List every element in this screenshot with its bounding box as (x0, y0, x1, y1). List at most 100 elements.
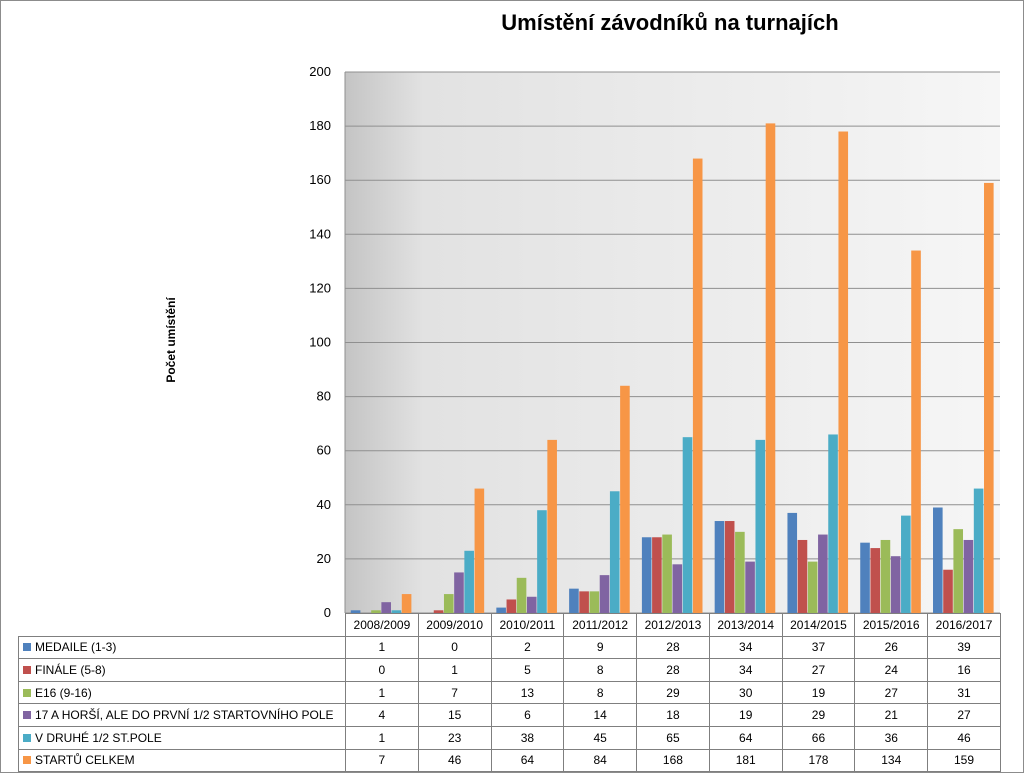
bar (860, 542, 870, 613)
legend-swatch (23, 756, 31, 765)
data-label: 27 (927, 703, 1001, 727)
data-label: 34 (708, 658, 783, 682)
x-tick-label: 2008/2009 (345, 613, 419, 637)
legend-swatch (23, 665, 31, 674)
bar (381, 602, 391, 613)
y-tick-label: 20 (317, 551, 331, 566)
bar (953, 529, 964, 613)
legend-label: V DRUHÉ 1/2 ST.POLE (35, 730, 162, 745)
x-tick-label: 2013/2014 (708, 613, 783, 637)
table-row: STARTŮ CELKEM 7 46 64 84 168 181 178 134 159 (18, 748, 1001, 773)
data-label: 29 (781, 703, 856, 727)
data-label: 19 (708, 703, 783, 727)
bar (890, 556, 901, 613)
bar (609, 491, 620, 613)
y-tick-label: 40 (317, 497, 331, 512)
data-label: 27 (854, 680, 929, 705)
bar (620, 385, 630, 613)
bar (652, 537, 662, 613)
bar (371, 610, 381, 613)
legend-entry: V DRUHÉ 1/2 ST.POLE (18, 725, 346, 750)
data-label: 39 (927, 635, 1001, 660)
table-header-row: 2008/2009 2009/2010 2010/2011 2011/2012 2012… (18, 613, 1001, 637)
y-tick-label: 160 (309, 172, 331, 187)
data-label: 15 (417, 703, 492, 727)
y-tick-label: 140 (309, 226, 331, 241)
x-tick-label: 2016/2017 (927, 613, 1001, 637)
x-tick-label: 2009/2010 (417, 613, 492, 637)
table-row: 17 A HORŠÍ, ALE DO PRVNÍ 1/2 STARTOVNÍHO… (18, 703, 1001, 727)
x-tick-label: 2015/2016 (854, 613, 929, 637)
data-label: 23 (417, 725, 492, 750)
data-label: 1 (417, 658, 492, 682)
data-label: 46 (417, 748, 492, 773)
bar (579, 591, 589, 613)
data-label: 38 (490, 725, 565, 750)
bar (506, 599, 517, 613)
data-label: 30 (708, 680, 783, 705)
data-label: 64 (708, 725, 783, 750)
data-label: 24 (854, 658, 929, 682)
chart-title: Umístění závodníků na turnajích (501, 10, 839, 35)
legend-label: MEDAILE (1-3) (35, 640, 117, 655)
data-table: 2008/2009 2009/2010 2010/2011 2011/2012 2012… (18, 613, 1001, 773)
bar (401, 594, 412, 613)
y-tick-label: 120 (309, 280, 331, 295)
y-tick-label: 0 (324, 605, 331, 620)
data-label: 0 (417, 635, 492, 660)
data-label: 29 (636, 680, 710, 705)
data-label: 14 (563, 703, 638, 727)
data-label: 65 (636, 725, 710, 750)
data-label: 66 (781, 725, 856, 750)
y-tick-label: 60 (317, 443, 331, 458)
data-label: 5 (490, 658, 565, 682)
data-label: 37 (781, 635, 856, 660)
bar (443, 594, 454, 613)
data-label: 28 (636, 658, 710, 682)
legend-entry: 17 A HORŠÍ, ALE DO PRVNÍ 1/2 STARTOVNÍHO… (18, 703, 346, 727)
data-label: 7 (345, 748, 419, 773)
legend-swatch (23, 733, 31, 742)
table-corner (18, 613, 346, 637)
x-tick-label: 2010/2011 (490, 613, 565, 637)
bar (838, 131, 849, 613)
data-label: 28 (636, 635, 710, 660)
data-label: 84 (563, 748, 638, 773)
data-label: 8 (563, 680, 638, 705)
bar (755, 439, 766, 613)
bar (797, 539, 808, 613)
legend-label: E16 (9-16) (35, 685, 92, 700)
data-label: 16 (927, 658, 1001, 682)
data-label: 7 (417, 680, 492, 705)
table-row: FINÁLE (5-8) 0 1 5 8 28 34 27 24 16 (18, 658, 1001, 682)
bar (984, 182, 994, 613)
legend-swatch (23, 643, 31, 652)
bar (682, 437, 693, 613)
data-label: 8 (563, 658, 638, 682)
table-row: MEDAILE (1-3) 1 0 2 9 28 34 37 26 39 (18, 635, 1001, 660)
bar (537, 510, 547, 613)
bar (828, 434, 838, 613)
legend-swatch (23, 711, 31, 720)
plot-area: 0 20 40 60 80 100 120 140 160 180 200 (309, 64, 1000, 620)
data-label: 1 (345, 725, 419, 750)
y-tick-label: 100 (309, 335, 331, 350)
bar (547, 439, 557, 613)
bar (870, 548, 881, 613)
data-label: 178 (781, 748, 856, 773)
bar (391, 610, 402, 613)
data-label: 2 (490, 635, 565, 660)
bar (350, 610, 361, 613)
data-label: 34 (708, 635, 783, 660)
bar (662, 534, 672, 613)
bar (943, 569, 953, 613)
y-tick-label: 200 (309, 64, 331, 79)
legend-entry: FINÁLE (5-8) (18, 658, 346, 682)
bar (454, 572, 464, 613)
legend-label: FINÁLE (5-8) (35, 662, 106, 677)
bar (569, 588, 579, 613)
data-label: 64 (490, 748, 565, 773)
data-label: 134 (854, 748, 929, 773)
data-label: 168 (636, 748, 710, 773)
